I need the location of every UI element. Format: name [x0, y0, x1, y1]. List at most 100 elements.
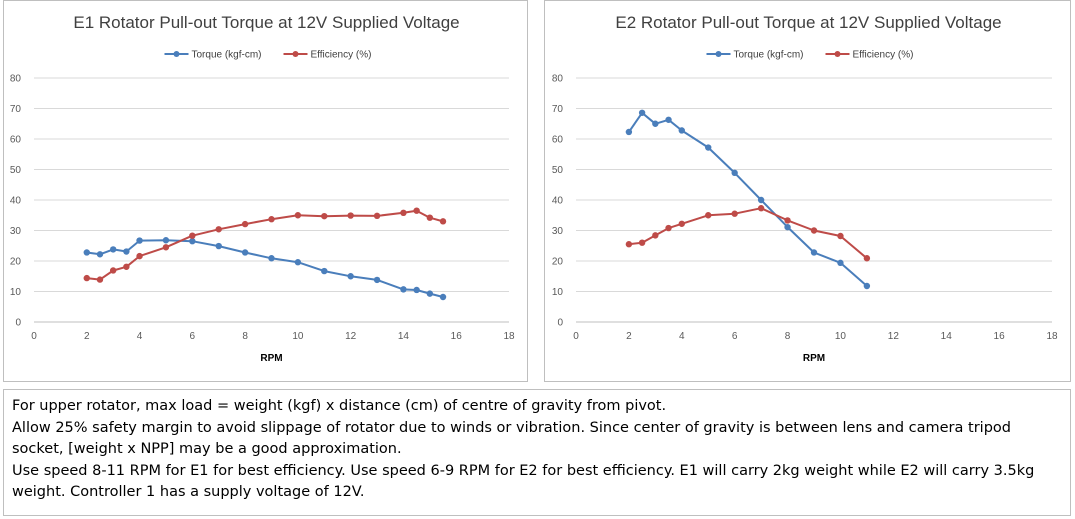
chart-1-x-tick-14: 14 — [398, 331, 410, 342]
chart-1-y-tick-80: 80 — [10, 74, 22, 85]
chart-1-series-2-point-12 — [321, 212, 328, 220]
note-line-2: Allow 25% safety margin to avoid slippag… — [12, 419, 1011, 458]
chart-1-x-tick-18: 18 — [503, 331, 515, 342]
chart-1-series-1-point-18 — [439, 293, 447, 301]
chart-1-series-2-line — [86, 209, 444, 281]
chart-2-x-tick-10: 10 — [835, 331, 847, 342]
chart-1-series-2-point-11 — [294, 212, 302, 219]
chart-2-x-tick-16: 16 — [994, 331, 1006, 342]
chart-2-series-2-point-11 — [837, 232, 844, 240]
chart-1-y-tick-50: 50 — [10, 165, 22, 176]
chart-2-series-1-point-5 — [678, 127, 685, 134]
chart-1-series-1-point-6 — [162, 237, 170, 244]
chart-1-series-2-point-8 — [215, 226, 222, 233]
chart-2-legend-label-1: Torque (kgf-cm) — [734, 50, 804, 61]
chart-2-series-1-point-8 — [757, 196, 765, 204]
chart-2-series-2-point-7 — [731, 210, 738, 217]
chart-panel-e1: E1 Rotator Pull-out Torque at 12V Suppli… — [3, 0, 528, 382]
chart-1-legend-marker-2 — [292, 51, 299, 57]
chart-1-series-2-point-7 — [189, 232, 196, 239]
chart-1-x-tick-2: 2 — [84, 331, 90, 342]
chart-2-series-2-line — [628, 207, 868, 260]
chart-1-series-2-point-17 — [426, 214, 434, 221]
chart-2-legend-marker-2 — [834, 51, 841, 57]
chart-1-series-1-point-5 — [136, 237, 143, 244]
chart-2-x-tick-18: 18 — [1046, 331, 1058, 342]
chart-1-legend-marker-1 — [173, 51, 180, 57]
chart-1-y-tick-40: 40 — [10, 196, 22, 207]
chart-2-series-2-point-8 — [757, 205, 765, 212]
chart-1-x-axis-title: RPM — [260, 353, 282, 364]
chart-2-x-tick-2: 2 — [626, 331, 632, 342]
note-line-3: Use speed 8-11 RPM for E1 for best effic… — [12, 462, 1035, 501]
chart-1-series-2-point-14 — [373, 212, 381, 220]
chart-2-series-2-point-5 — [678, 220, 685, 227]
chart-2-series-2-point-3 — [652, 232, 659, 239]
chart-2-series-1-point-4 — [665, 116, 672, 123]
chart-1-x-tick-16: 16 — [451, 331, 463, 342]
chart-2-series-1-point-12 — [863, 282, 871, 290]
chart-1-series-1-point-17 — [426, 290, 434, 297]
chart-2-y-tick-20: 20 — [552, 257, 564, 268]
chart-1-series-1-point-15 — [400, 286, 407, 293]
chart-2-series-1-point-10 — [810, 249, 818, 256]
chart-1-series-1-point-2 — [96, 251, 104, 258]
chart-1-series-2-point-3 — [109, 267, 117, 274]
chart-2-x-tick-6: 6 — [732, 331, 738, 342]
chart-1-series-1-point-11 — [294, 259, 302, 266]
chart-2-series-1-point-2 — [638, 109, 646, 116]
chart-1-series-2-point-10 — [268, 216, 275, 223]
chart-2-series-2-point-12 — [863, 255, 871, 262]
chart-2-series-1-point-9 — [784, 223, 791, 231]
chart-1-y-tick-70: 70 — [10, 104, 22, 115]
chart-1-x-tick-10: 10 — [292, 331, 304, 342]
chart-1-title: E1 Rotator Pull-out Torque at 12V Suppli… — [73, 13, 459, 32]
chart-2-series-1-point-11 — [837, 259, 844, 267]
chart-2-legend-label-2: Efficiency (%) — [853, 50, 914, 61]
chart-1-series-1-point-3 — [109, 246, 117, 253]
chart-2-series-2-point-9 — [784, 217, 791, 224]
e1-torque-chart: E1 Rotator Pull-out Torque at 12V Suppli… — [10, 13, 515, 364]
chart-2-series-1-point-6 — [705, 144, 712, 151]
chart-1-series-2-point-2 — [96, 276, 104, 283]
chart-2-x-tick-12: 12 — [888, 331, 900, 342]
chart-1-y-tick-10: 10 — [10, 287, 22, 298]
chart-2-series-2-point-1 — [625, 241, 633, 248]
chart-2-x-tick-14: 14 — [941, 331, 953, 342]
chart-1-series-1-point-7 — [189, 237, 196, 245]
chart-1-series-1-point-12 — [321, 267, 328, 275]
chart-1-series-2-point-18 — [439, 218, 447, 225]
chart-1-legend-label-2: Efficiency (%) — [311, 50, 372, 61]
chart-1-y-tick-30: 30 — [10, 226, 22, 237]
chart-2-x-tick-8: 8 — [785, 331, 791, 342]
chart-1-x-tick-4: 4 — [137, 331, 143, 342]
chart-1-series-2-point-5 — [136, 252, 143, 260]
chart-2-series-1-point-1 — [625, 128, 633, 136]
chart-2-y-tick-80: 80 — [552, 74, 564, 85]
chart-1-series-1-point-9 — [241, 249, 249, 256]
chart-2-y-tick-0: 0 — [557, 318, 563, 329]
chart-1-x-tick-12: 12 — [345, 331, 357, 342]
chart-2-y-tick-70: 70 — [552, 104, 564, 115]
chart-1-series-2-point-9 — [241, 220, 249, 228]
chart-2-series-2-point-4 — [665, 224, 672, 232]
chart-1-series-1-point-13 — [347, 273, 354, 280]
chart-2-y-tick-50: 50 — [552, 165, 564, 176]
chart-1-series-1-point-1 — [83, 249, 90, 256]
chart-2-y-tick-40: 40 — [552, 196, 564, 207]
chart-2-x-tick-4: 4 — [679, 331, 685, 342]
notes-panel: For upper rotator, max load = weight (kg… — [3, 389, 1071, 516]
chart-1-series-2-point-16 — [413, 207, 420, 214]
chart-1-series-1-point-4 — [123, 248, 130, 255]
chart-2-series-2-point-6 — [705, 212, 712, 219]
chart-1-series-2-point-15 — [400, 209, 407, 217]
chart-2-legend-marker-1 — [715, 51, 722, 57]
chart-2-y-tick-30: 30 — [552, 226, 564, 237]
chart-1-legend-label-1: Torque (kgf-cm) — [192, 50, 262, 61]
chart-1-series-2-point-1 — [83, 274, 90, 282]
chart-2-y-tick-10: 10 — [552, 287, 564, 298]
chart-1-series-2-point-13 — [347, 212, 354, 219]
note-line-1: For upper rotator, max load = weight (kg… — [12, 398, 667, 414]
chart-1-series-1-point-8 — [215, 242, 222, 250]
chart-1-x-tick-6: 6 — [190, 331, 196, 342]
